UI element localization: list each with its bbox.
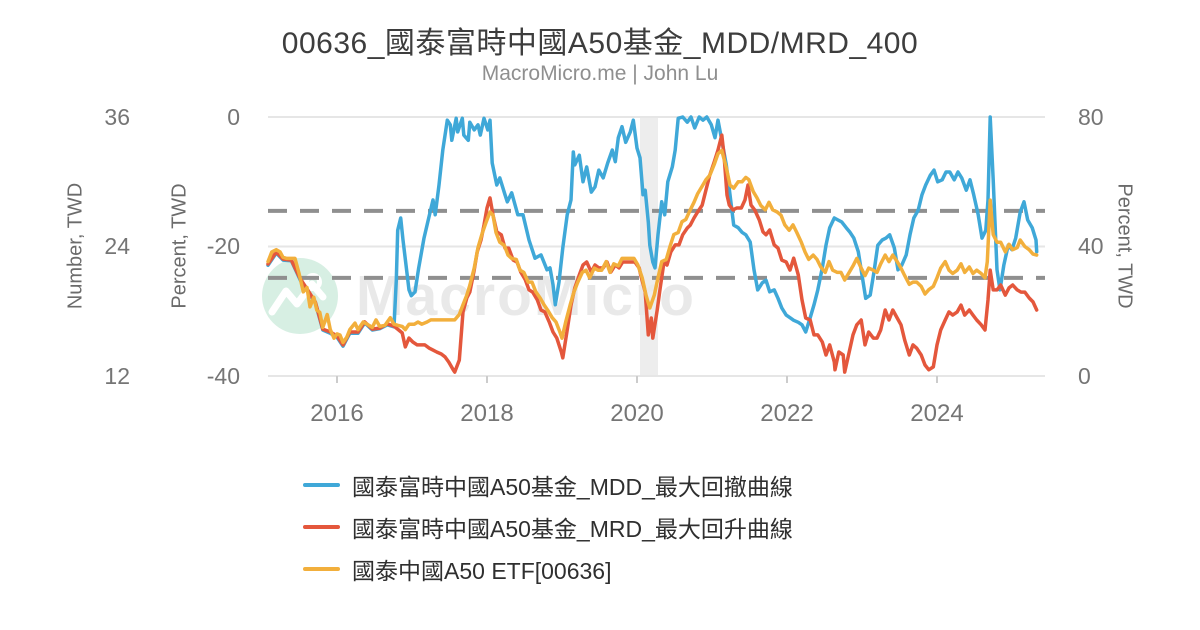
right-percent-tick-1: 40 (1078, 233, 1104, 259)
left-number-tick-0: 36 (104, 104, 130, 130)
x-tick-2022: 2022 (760, 400, 814, 427)
legend-swatch-mdd-icon (303, 483, 340, 487)
page-subtitle: MacroMicro.me | John Lu (481, 62, 719, 85)
left-number-tick-2: 12 (104, 363, 130, 389)
legend-swatch-etf-icon (303, 567, 340, 571)
x-tick-2020: 2020 (610, 400, 664, 427)
left-percent-tick-0: 0 (227, 104, 240, 130)
page-title: 00636_國泰富時中國A50基金_MDD/MRD_400 (281, 27, 919, 60)
legend-item-mrd[interactable]: 國泰富時中國A50基金_MRD_最大回升曲線 (303, 506, 793, 548)
legend-item-mdd[interactable]: 國泰富時中國A50基金_MDD_最大回撤曲線 (303, 464, 793, 506)
x-tick-2024: 2024 (910, 400, 964, 427)
x-tick-2016: 2016 (310, 400, 364, 427)
legend-label-etf: 國泰中國A50 ETF[00636] (352, 558, 612, 584)
legend-swatch-mrd-icon (303, 525, 340, 529)
left-number-tick-1: 24 (104, 233, 130, 259)
right-percent-tick-0: 80 (1078, 104, 1104, 130)
right-percent-tick-2: 0 (1078, 363, 1091, 389)
legend: 國泰富時中國A50基金_MDD_最大回撤曲線 國泰富時中國A50基金_MRD_最… (303, 464, 793, 590)
legend-label-mdd: 國泰富時中國A50基金_MDD_最大回撤曲線 (352, 474, 793, 500)
x-tick-2018: 2018 (460, 400, 514, 427)
legend-item-etf[interactable]: 國泰中國A50 ETF[00636] (303, 548, 793, 590)
left-percent-tick-2: -40 (206, 363, 240, 389)
legend-label-mrd: 國泰富時中國A50基金_MRD_最大回升曲線 (352, 516, 793, 542)
left-percent-tick-1: -20 (206, 233, 240, 259)
